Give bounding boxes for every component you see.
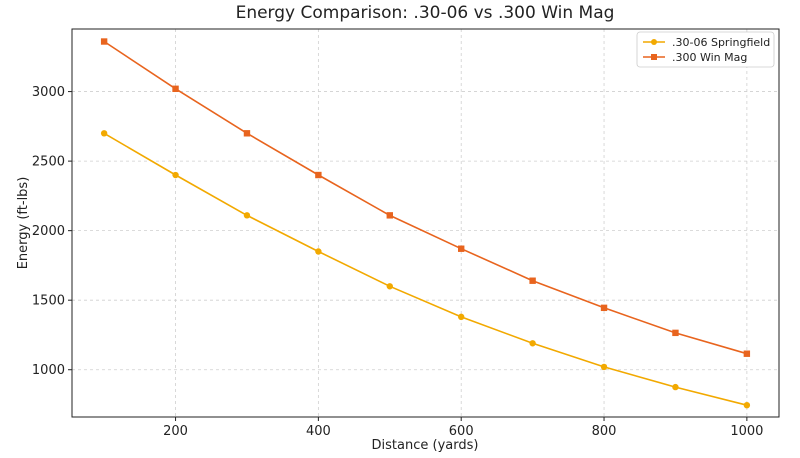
y-tick-label: 2000 [32, 224, 65, 239]
x-tick-label: 1000 [730, 424, 763, 439]
data-point [100, 38, 108, 45]
data-point [743, 401, 751, 409]
data-point [458, 313, 465, 321]
data-point [600, 363, 608, 371]
x-tick-label: 800 [592, 424, 617, 439]
series-line-0 [103, 132, 748, 406]
data-point [315, 171, 322, 179]
data-point [600, 304, 608, 312]
y-tick-label: 1500 [32, 294, 65, 309]
data-point [172, 171, 179, 179]
y-axis: 1000 1500 2000 2500 3000 [32, 85, 72, 378]
data-point [386, 283, 393, 290]
legend-label-3006: .30-06 Springfield [672, 36, 770, 49]
data-point [458, 245, 465, 252]
x-axis-label: Distance (yards) [372, 438, 479, 453]
data-point [243, 130, 251, 137]
x-axis: 200 400 600 800 1000 [163, 417, 763, 439]
data-point [315, 248, 322, 255]
grid [72, 29, 779, 417]
plot-area-frame [71, 28, 780, 418]
data-point [529, 277, 536, 284]
legend-marker-300wm [651, 54, 657, 60]
legend: .30-06 Springfield .300 Win Mag [636, 31, 775, 68]
y-tick-label: 3000 [32, 85, 65, 100]
data-point [672, 383, 679, 391]
series-line-1 [103, 40, 748, 355]
legend-box [636, 31, 775, 68]
y-tick-label: 1000 [32, 363, 65, 378]
data-point [529, 340, 536, 347]
data-point [672, 329, 679, 337]
x-tick-label: 400 [306, 424, 331, 439]
data-point [100, 130, 108, 137]
data-point [172, 85, 179, 92]
legend-marker-3006 [651, 39, 657, 45]
chart-title: Energy Comparison: .30-06 vs .300 Win Ma… [236, 3, 615, 23]
series [100, 38, 751, 409]
x-tick-label: 200 [163, 424, 188, 439]
legend-label-300wm: .300 Win Mag [672, 51, 747, 64]
x-tick-label: 600 [449, 424, 474, 439]
data-point [243, 212, 251, 219]
y-axis-label: Energy (ft-lbs) [16, 177, 31, 270]
data-point [386, 212, 393, 219]
data-point [743, 350, 751, 357]
y-tick-label: 2500 [32, 155, 65, 170]
